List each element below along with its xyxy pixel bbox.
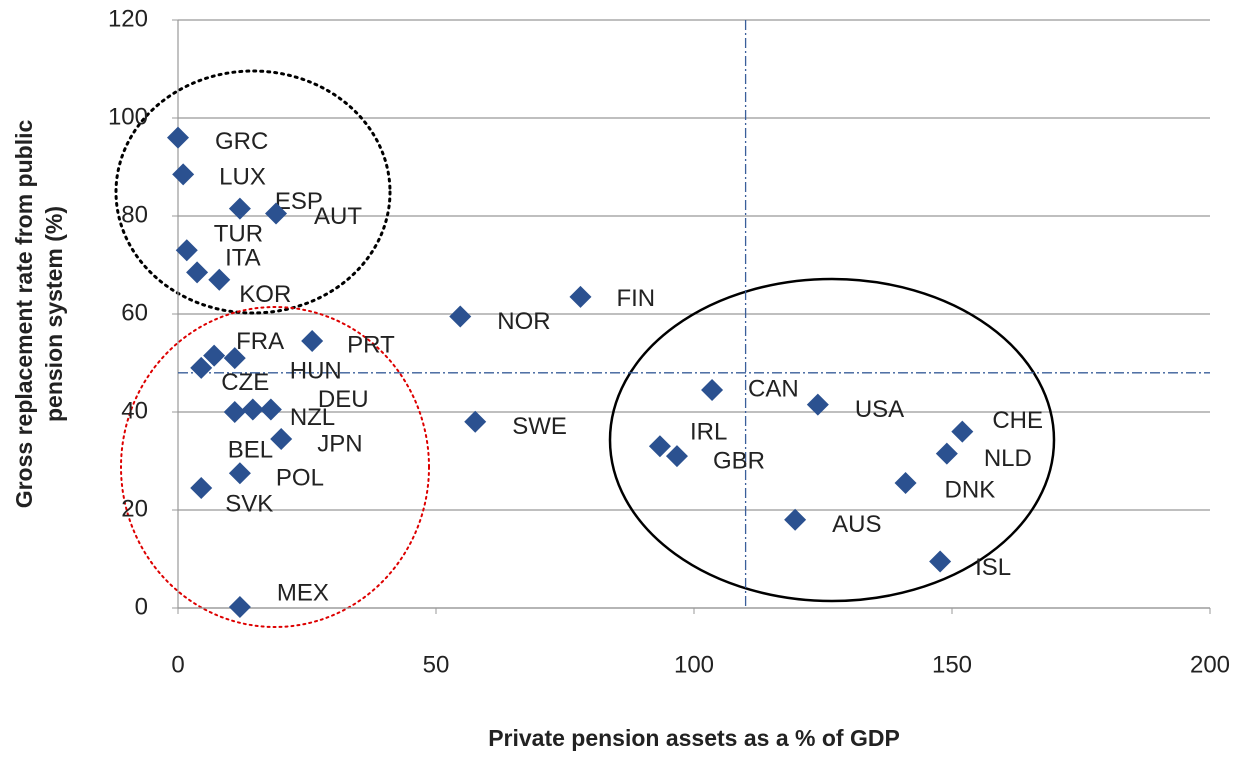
point: [951, 420, 974, 443]
point-label: HUN: [290, 357, 342, 384]
point-label: NLD: [984, 445, 1032, 472]
point-label: IRL: [690, 419, 727, 446]
point: [648, 435, 671, 458]
point-label: CZE: [221, 369, 269, 396]
point-label: CAN: [748, 375, 799, 402]
point-label: LUX: [219, 164, 266, 191]
point-label: SWE: [512, 413, 567, 440]
point-label: FIN: [616, 285, 655, 312]
point: [270, 427, 293, 450]
point: [929, 550, 952, 573]
point: [806, 393, 829, 416]
point: [449, 305, 472, 328]
y-axis-title-line: pension system (%): [41, 206, 67, 422]
x-tick-label: 50: [423, 651, 450, 678]
y-tick-label: 100: [108, 103, 148, 130]
group-ellipse: [120, 306, 430, 628]
x-axis-title: Private pension assets as a % of GDP: [488, 725, 900, 751]
point: [190, 356, 213, 379]
point-label: MEX: [277, 579, 329, 606]
point: [569, 285, 592, 308]
y-tick-label: 0: [135, 593, 148, 620]
point-label: PRT: [347, 331, 395, 358]
point: [228, 197, 251, 220]
point-label: TUR: [214, 221, 263, 248]
point: [228, 596, 251, 619]
point: [241, 398, 264, 421]
point: [223, 401, 246, 423]
point: [167, 126, 189, 149]
x-tick-label: 100: [674, 651, 714, 678]
point: [175, 239, 198, 262]
point: [784, 508, 807, 531]
point-label: JPN: [317, 430, 362, 457]
point: [665, 445, 688, 468]
y-axis-title-line: Gross replacement rate from public: [11, 120, 37, 509]
point-label: POL: [276, 465, 324, 492]
point-label: USA: [855, 396, 904, 423]
point: [301, 329, 324, 352]
point-label: NZL: [290, 404, 335, 431]
point-label: DEU: [318, 386, 369, 413]
point: [228, 462, 251, 485]
point-label: SVK: [225, 490, 273, 517]
point-label: DNK: [945, 476, 996, 503]
point: [464, 410, 487, 433]
point-label: BEL: [228, 436, 273, 463]
y-axis-title: Gross replacement rate from public pensi…: [11, 120, 67, 509]
point-label: KOR: [239, 281, 291, 308]
point: [701, 378, 724, 401]
point-label: AUS: [832, 511, 881, 538]
y-tick-label: 80: [121, 201, 148, 228]
point-label: ISL: [975, 554, 1011, 581]
point: [935, 442, 958, 465]
x-tick-label: 200: [1190, 651, 1230, 678]
point-label: AUT: [314, 203, 362, 230]
point: [259, 398, 282, 421]
x-tick-label: 0: [171, 651, 184, 678]
point: [172, 163, 195, 186]
point-label: GBR: [713, 447, 765, 474]
group-ellipse: [114, 69, 392, 315]
point-label: FRA: [236, 328, 284, 355]
y-tick-label: 60: [121, 299, 148, 326]
point: [265, 202, 288, 225]
y-tick-label: 20: [121, 495, 148, 522]
x-tick-label: 150: [932, 651, 972, 678]
point-label: NOR: [497, 308, 550, 335]
y-tick-label: 40: [121, 397, 148, 424]
point: [190, 476, 213, 499]
point-label: ITA: [225, 245, 261, 272]
point-label: CHE: [992, 407, 1043, 434]
y-tick-label: 120: [108, 5, 148, 32]
point: [894, 472, 917, 495]
group-ellipse: [608, 277, 1056, 603]
point-label: GRC: [215, 128, 268, 155]
point: [186, 261, 209, 284]
point: [208, 268, 231, 291]
point: [203, 344, 226, 367]
point: [223, 347, 246, 370]
